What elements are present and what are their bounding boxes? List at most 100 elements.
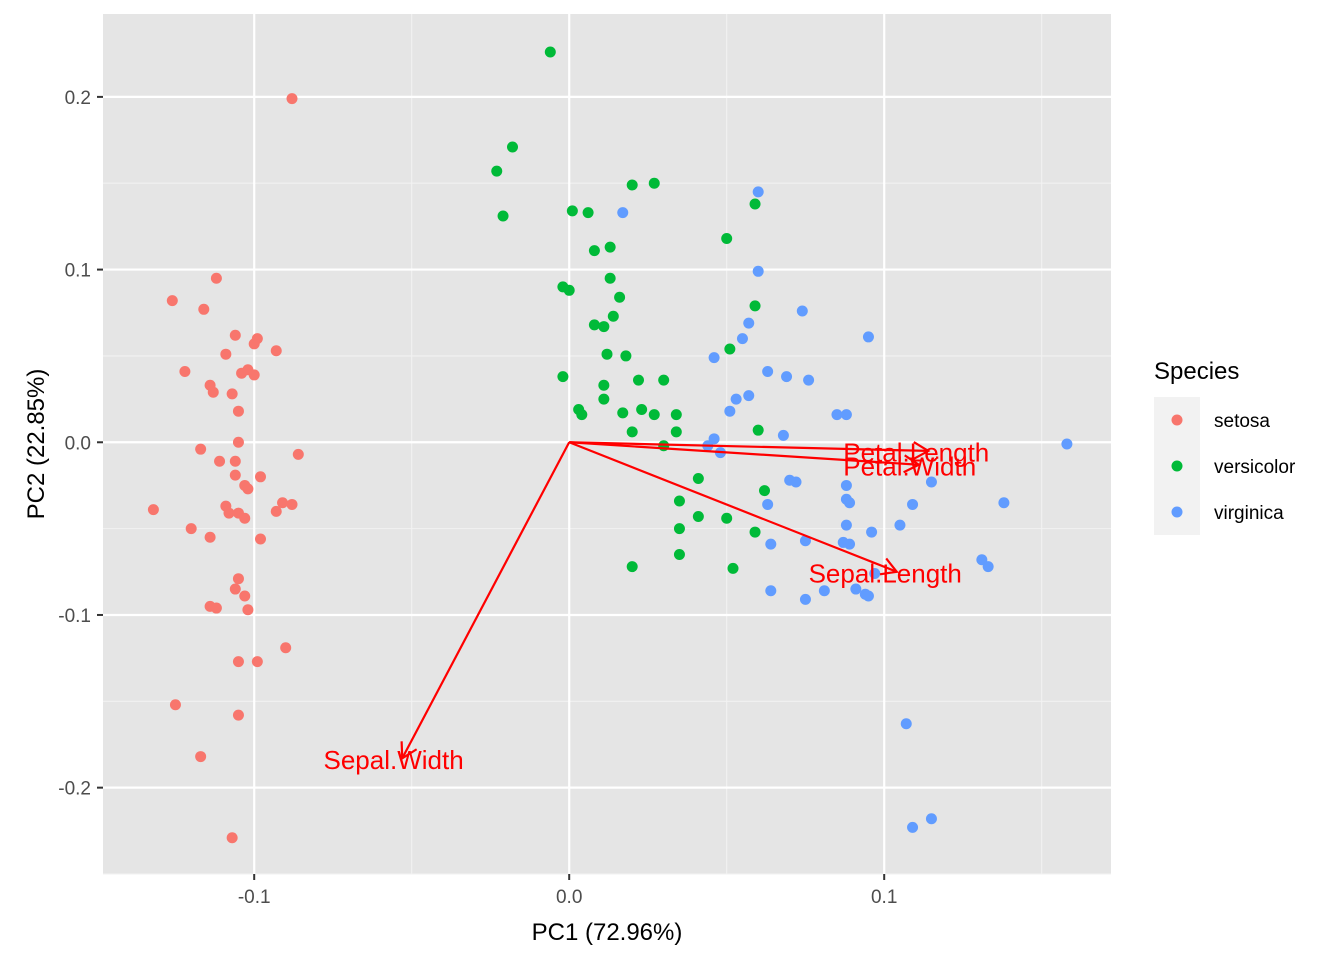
point-setosa — [229, 329, 241, 341]
point-setosa — [239, 590, 251, 602]
point-setosa — [223, 507, 235, 519]
loading-arrows: Petal.LengthPetal.WidthSepal.LengthSepal… — [324, 438, 990, 775]
point-virginica — [840, 519, 852, 531]
point-virginica — [799, 535, 811, 547]
point-setosa — [286, 93, 298, 105]
point-versicolor — [626, 179, 638, 191]
point-virginica — [762, 498, 774, 510]
point-versicolor — [721, 512, 733, 524]
point-versicolor — [633, 374, 644, 386]
point-setosa — [220, 348, 232, 360]
point-virginica — [777, 429, 789, 441]
point-virginica — [866, 526, 878, 538]
point-versicolor — [497, 210, 509, 222]
point-setosa — [179, 365, 191, 377]
point-versicolor — [648, 409, 660, 421]
point-versicolor — [724, 343, 736, 355]
point-versicolor — [648, 177, 660, 189]
point-virginica — [840, 409, 852, 421]
point-setosa — [166, 295, 178, 307]
y-tick-label: 0.2 — [65, 88, 91, 109]
point-versicolor — [598, 321, 610, 333]
y-tick-label: 0.0 — [65, 433, 91, 454]
point-setosa — [226, 832, 238, 844]
point-setosa — [292, 448, 304, 460]
point-virginica — [799, 593, 811, 605]
loading-arrow-Petal.Width — [569, 441, 919, 466]
point-versicolor — [692, 511, 704, 523]
point-versicolor — [670, 409, 682, 421]
point-virginica — [803, 374, 815, 386]
point-setosa — [255, 533, 266, 545]
point-versicolor — [598, 379, 610, 391]
point-virginica — [736, 333, 748, 345]
point-versicolor — [673, 495, 685, 507]
point-versicolor — [692, 473, 704, 485]
point-versicolor — [620, 350, 632, 362]
point-setosa — [229, 469, 241, 481]
point-versicolor — [566, 205, 578, 217]
point-virginica — [708, 352, 720, 364]
y-tick-label: -0.1 — [58, 606, 91, 627]
point-virginica — [869, 568, 881, 580]
point-versicolor — [604, 272, 616, 284]
point-virginica — [818, 585, 830, 597]
point-setosa — [210, 602, 222, 614]
point-setosa — [229, 455, 241, 467]
loading-arrow-Sepal.Length — [568, 441, 898, 573]
point-virginica — [862, 331, 874, 343]
point-versicolor — [727, 562, 739, 574]
point-setosa — [226, 388, 238, 400]
point-virginica — [840, 479, 852, 491]
point-versicolor — [601, 348, 613, 360]
point-versicolor — [617, 407, 629, 419]
point-virginica — [907, 498, 919, 510]
point-virginica — [752, 186, 764, 198]
point-setosa — [239, 512, 251, 524]
point-versicolor — [491, 165, 503, 177]
point-virginica — [765, 585, 777, 597]
point-versicolor — [588, 319, 600, 331]
loading-arrowhead-Sepal.Width — [400, 741, 418, 761]
legend-key-point — [1171, 414, 1183, 426]
point-virginica — [900, 718, 912, 730]
x-tick-label: -0.1 — [238, 887, 271, 908]
point-versicolor — [721, 232, 733, 244]
point-versicolor — [557, 371, 569, 383]
scatter-points — [147, 46, 1073, 844]
legend-items: setosa versicolor virginica — [1154, 397, 1296, 535]
point-virginica — [765, 538, 777, 550]
point-virginica — [844, 497, 856, 509]
x-axis: -0.1 0.0 0.1 — [238, 874, 897, 908]
point-setosa — [232, 656, 244, 668]
legend-label: versicolor — [1214, 457, 1296, 478]
point-setosa — [214, 455, 226, 467]
point-virginica — [752, 265, 764, 277]
point-versicolor — [507, 141, 518, 153]
point-setosa — [232, 436, 244, 448]
point-setosa — [242, 604, 254, 616]
point-virginica — [790, 476, 802, 488]
point-versicolor — [749, 526, 761, 538]
point-versicolor — [582, 207, 594, 219]
x-tick-label: 0.0 — [556, 887, 582, 908]
point-versicolor — [563, 284, 575, 296]
point-versicolor — [626, 561, 638, 573]
point-versicolor — [607, 310, 619, 322]
point-versicolor — [749, 300, 761, 312]
point-versicolor — [588, 245, 600, 257]
point-setosa — [232, 709, 244, 721]
point-setosa — [232, 405, 244, 417]
point-setosa — [242, 483, 254, 495]
point-setosa — [198, 303, 210, 315]
point-virginica — [837, 536, 849, 548]
y-tick-label: 0.1 — [65, 261, 91, 282]
legend-key-point — [1171, 460, 1183, 472]
point-setosa — [277, 497, 289, 509]
loading-label-Sepal.Width: Sepal.Width — [324, 745, 464, 775]
point-virginica — [998, 497, 1010, 509]
point-virginica — [894, 519, 906, 531]
point-versicolor — [544, 46, 556, 58]
point-virginica — [762, 365, 774, 377]
point-versicolor — [759, 485, 770, 497]
